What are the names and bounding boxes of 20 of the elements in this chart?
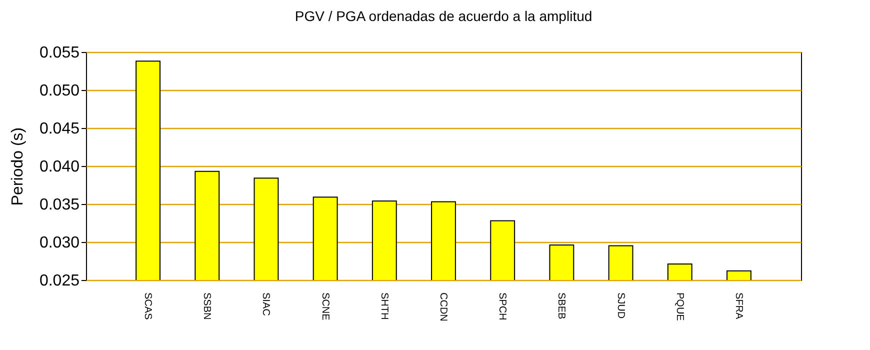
x-tick-label: SSBN	[201, 292, 212, 320]
x-tick-label: SCAS	[142, 292, 154, 320]
x-tick-label: SBEB	[556, 292, 567, 320]
x-tick-label: SCNE	[319, 292, 330, 321]
y-tick-label: 0.050	[39, 82, 80, 100]
y-axis-title: Periodo (s)	[9, 127, 26, 206]
y-tick-label: 0.035	[39, 196, 80, 214]
chart-title: PGV / PGA ordenadas de acuerdo a la amplitud	[294, 8, 592, 24]
x-tick-label: PQUE	[674, 292, 685, 322]
x-tick-label: CCDN	[438, 292, 448, 322]
y-tick-label: 0.055	[39, 44, 80, 62]
y-tick-label: 0.025	[39, 272, 80, 290]
x-tick-label: SJUD	[614, 292, 626, 319]
y-tick-label: 0.045	[39, 120, 80, 138]
y-tick-label: 0.040	[39, 158, 80, 176]
x-tick-label: SPCH	[496, 292, 508, 320]
x-tick-label: SFRA	[732, 292, 744, 320]
x-tick-label: SIAC	[260, 292, 272, 316]
x-tick-label: SHTH	[378, 292, 390, 320]
y-tick-label: 0.030	[39, 234, 80, 252]
